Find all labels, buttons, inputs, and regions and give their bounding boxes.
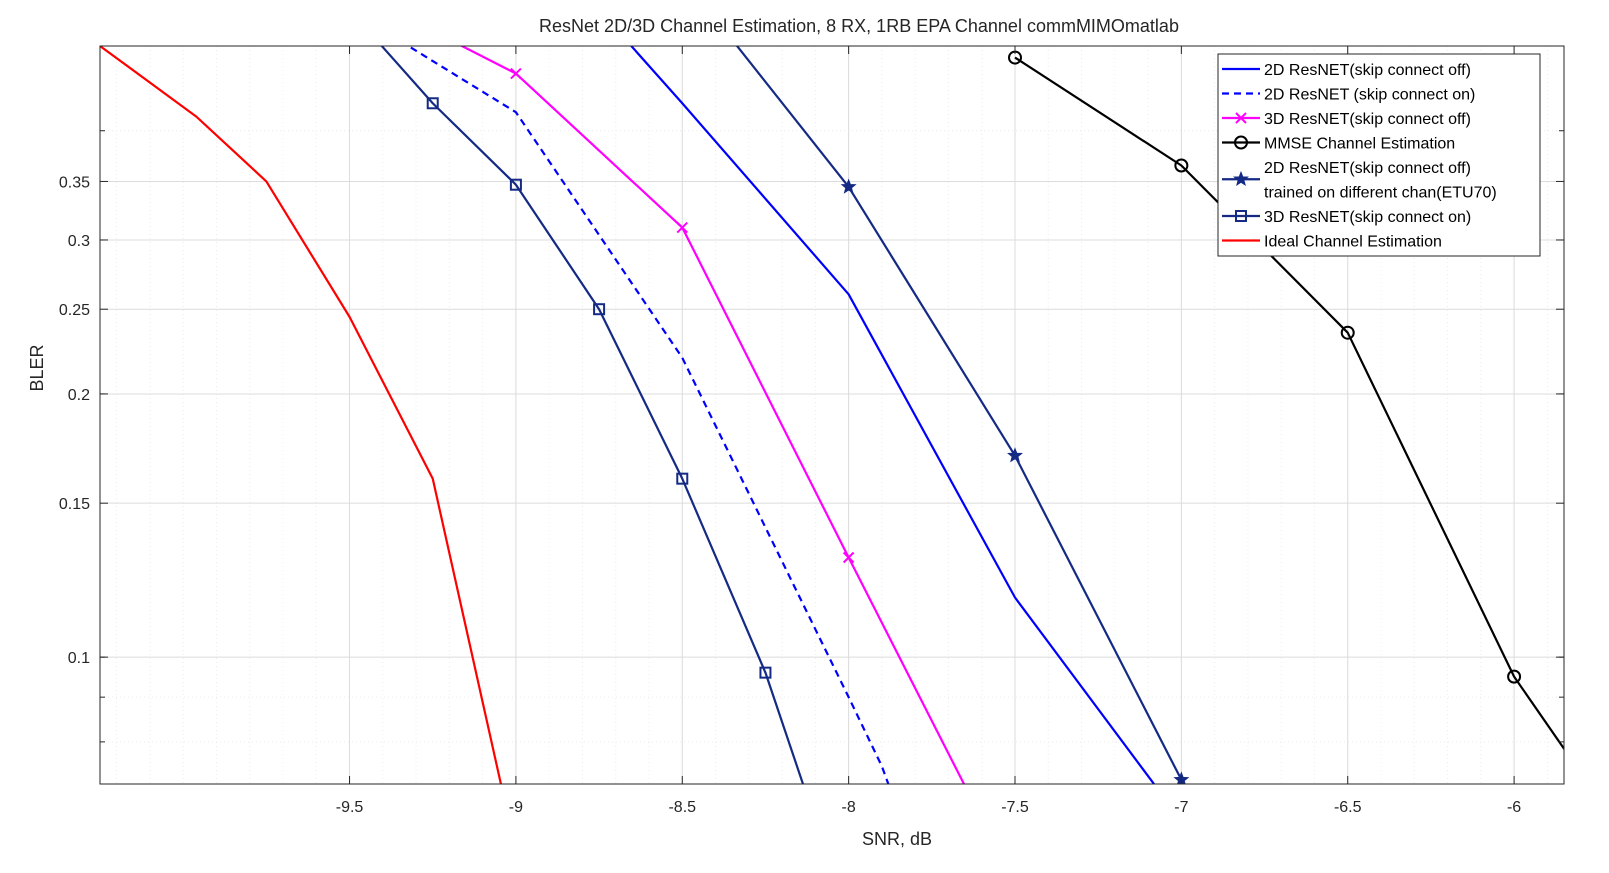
circle-marker xyxy=(1174,158,1189,173)
series-6 xyxy=(380,46,805,784)
x-marker xyxy=(676,221,688,234)
legend-label: trained on different chan(ETU70) xyxy=(1264,185,1497,202)
y-tick-label: 0.3 xyxy=(68,233,90,250)
x-tick-label: -8.5 xyxy=(668,799,696,816)
square-marker xyxy=(676,472,689,485)
legend-entry-7: Ideal Channel Estimation xyxy=(1222,234,1442,251)
circle-marker xyxy=(1340,325,1355,340)
legend-label: 3D ResNET(skip connect off) xyxy=(1264,111,1471,128)
x-tick-label: -6 xyxy=(1507,799,1521,816)
x-marker xyxy=(842,551,855,564)
circle-marker xyxy=(1507,669,1522,684)
legend-label: 2D ResNET (skip connect on) xyxy=(1264,87,1475,104)
star-marker xyxy=(1233,170,1249,187)
legend-entry-1: 2D ResNET(skip connect off) xyxy=(1222,62,1471,79)
series-3 xyxy=(459,46,966,784)
legend-label: 2D ResNET(skip connect off) xyxy=(1264,160,1471,177)
x-tick-label: -7.5 xyxy=(1001,799,1029,816)
star-marker xyxy=(840,178,857,194)
x-marker xyxy=(1235,112,1247,124)
legend-label: Ideal Channel Estimation xyxy=(1264,234,1442,251)
y-tick-label: 0.25 xyxy=(59,302,90,319)
series-4-line xyxy=(1014,56,1564,751)
star-marker xyxy=(1007,447,1023,463)
series-7-line xyxy=(100,46,503,784)
square-marker xyxy=(509,178,522,191)
legend-entry-3: 3D ResNET(skip connect off) xyxy=(1222,111,1471,128)
x-axis-label: SNR, dB xyxy=(862,829,932,849)
series-1-line xyxy=(629,46,1156,784)
x-marker xyxy=(510,67,522,80)
legend-label: 2D ResNET(skip connect off) xyxy=(1264,62,1471,79)
y-tick-label: 0.2 xyxy=(68,387,90,404)
square-marker xyxy=(759,666,772,679)
legend-box xyxy=(1217,53,1541,257)
series-7 xyxy=(100,46,503,784)
x-tick-label: -7 xyxy=(1174,799,1188,816)
x-tick-label: -9.5 xyxy=(336,799,364,816)
square-marker xyxy=(426,97,439,110)
x-tick-label: -6.5 xyxy=(1334,799,1362,816)
series-2-line xyxy=(406,46,890,784)
legend-label: 3D ResNET(skip connect on) xyxy=(1264,209,1471,226)
x-tick-label: -9 xyxy=(509,799,523,816)
circle-marker xyxy=(1234,135,1248,150)
y-tick-label: 0.35 xyxy=(59,174,90,191)
chart-title: ResNet 2D/3D Channel Estimation, 8 RX, 1… xyxy=(539,16,1179,36)
square-marker xyxy=(1235,210,1247,222)
legend-entry-6: 3D ResNET(skip connect on) xyxy=(1222,209,1471,226)
series-6-line xyxy=(380,46,805,784)
legend-label: MMSE Channel Estimation xyxy=(1264,136,1455,153)
y-tick-label: 0.1 xyxy=(68,650,90,667)
axis-ticks: -9.5 -9 -8.5 -8 -7.5 -7 -6.5 -6 0.1 0.15 0.2 0.25 0.… xyxy=(59,45,1564,816)
series-2 xyxy=(406,46,890,784)
plot-frame xyxy=(99,45,1565,785)
series-1 xyxy=(629,46,1156,784)
legend-entry-5: 2D ResNET(skip connect off) trained on di… xyxy=(1222,160,1497,202)
y-axis-label: BLER xyxy=(27,344,47,391)
legend-entry-2: 2D ResNET (skip connect on) xyxy=(1222,87,1475,104)
square-marker xyxy=(593,303,606,316)
legend-entry-4: MMSE Channel Estimation xyxy=(1222,135,1455,153)
y-tick-label: 0.15 xyxy=(59,496,90,513)
x-tick-label: -8 xyxy=(842,799,856,816)
legend: 2D ResNET(skip connect off) 2D ResNET (sk… xyxy=(1217,53,1541,257)
